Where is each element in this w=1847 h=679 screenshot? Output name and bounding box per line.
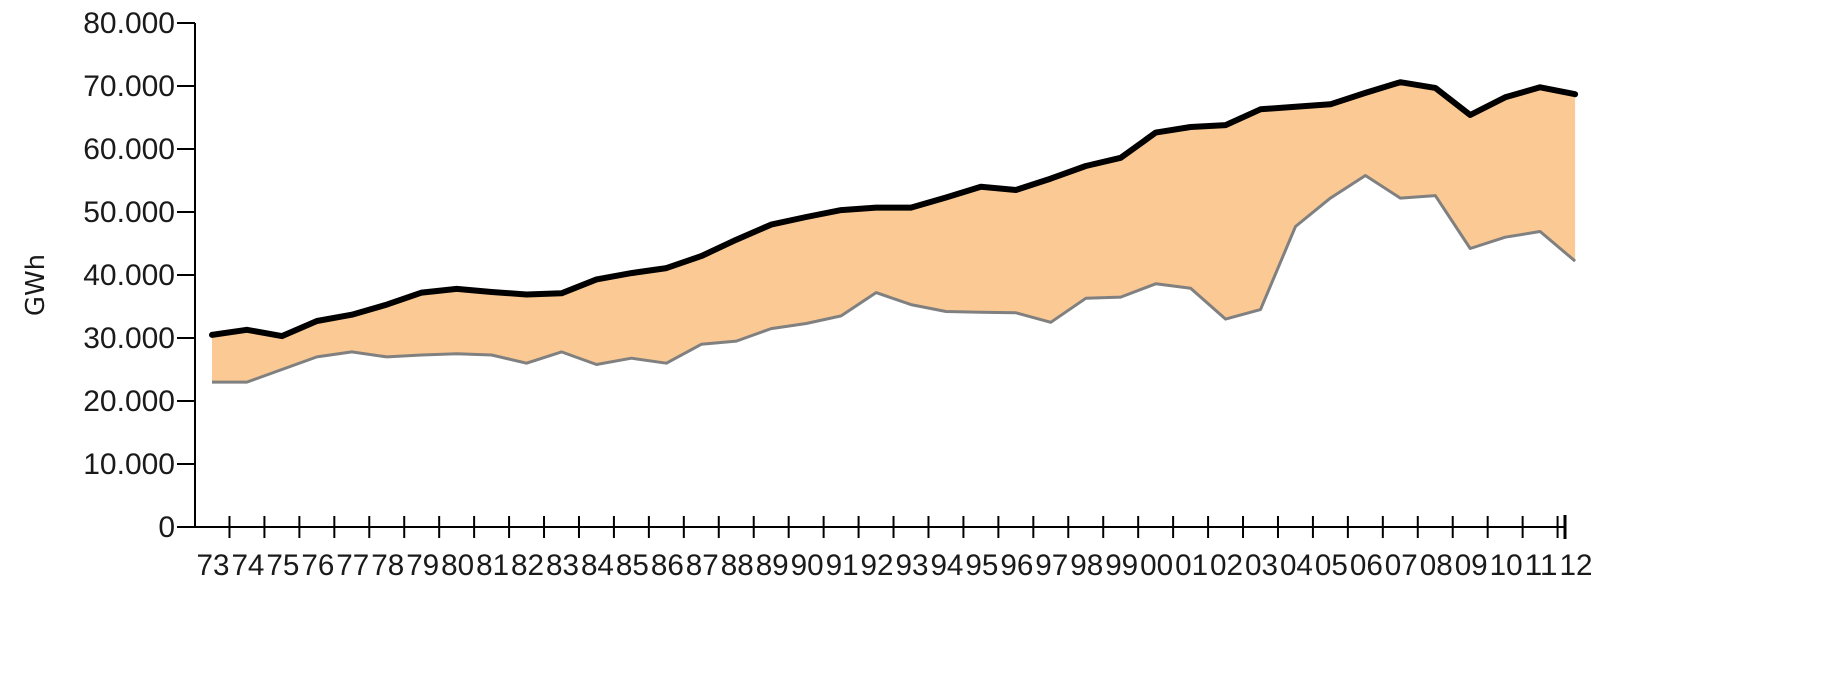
x-tick-label: 85 (616, 549, 649, 582)
x-tick-label: 99 (1105, 549, 1138, 582)
x-tick-label: 93 (896, 549, 929, 582)
x-tick-label: 97 (1035, 549, 1068, 582)
y-tick-label: 10.000 (83, 448, 175, 481)
y-tick-label: 80.000 (83, 7, 175, 40)
x-tick-label: 94 (930, 549, 963, 582)
x-tick-label: 74 (231, 549, 264, 582)
y-tick-label: 30.000 (83, 322, 175, 355)
x-tick-label: 81 (476, 549, 509, 582)
x-tick-label: 09 (1455, 549, 1488, 582)
lower-series-line (212, 174, 1577, 384)
x-tick-label: 89 (756, 549, 789, 582)
band-area (212, 82, 1576, 383)
x-tick-label: 05 (1315, 549, 1348, 582)
x-tick-label: 90 (791, 549, 824, 582)
x-tick-label: 00 (1140, 549, 1173, 582)
x-tick-label: 91 (826, 549, 859, 582)
x-tick-label: 88 (721, 549, 754, 582)
x-tick-label: 03 (1245, 549, 1278, 582)
y-axis: 0 10.000 20.000 30.000 40.000 50.000 60.000 70.… (83, 7, 196, 544)
x-tick-label: 75 (266, 549, 299, 582)
x-tick-label: 11 (1525, 549, 1558, 582)
y-tick-label: 0 (158, 511, 175, 544)
x-tick-label: 86 (651, 549, 684, 582)
x-tick-label: 04 (1280, 549, 1313, 582)
x-tick-label: 77 (336, 549, 369, 582)
x-tick-label: 73 (197, 549, 230, 582)
y-tick-label: 50.000 (83, 196, 175, 229)
x-tick-label: 80 (441, 549, 474, 582)
x-tick-label: 01 (1175, 549, 1208, 582)
x-tick-label: 84 (581, 549, 614, 582)
x-tick-label: 87 (686, 549, 719, 582)
x-tick-label: 08 (1420, 549, 1453, 582)
x-tick-label: 76 (301, 549, 334, 582)
y-tick-label: 40.000 (83, 259, 175, 292)
x-axis: 73 74 75 76 77 78 79 80 81 82 83 84 85 86 87 88 89 90 91 92… (195, 515, 1593, 582)
x-tick-label: 98 (1070, 549, 1103, 582)
x-tick-label: 10 (1490, 549, 1523, 582)
x-tick-label: 79 (406, 549, 439, 582)
x-tick-label: 12 (1560, 549, 1593, 582)
x-tick-label: 78 (371, 549, 404, 582)
x-tick-label: 82 (511, 549, 544, 582)
upper-series-line (209, 79, 1579, 340)
y-tick-label: 20.000 (83, 385, 175, 418)
x-tick-label: 06 (1350, 549, 1383, 582)
x-tick-label: 92 (861, 549, 894, 582)
y-tick-label: 60.000 (83, 133, 175, 166)
x-tick-label: 02 (1210, 549, 1243, 582)
x-tick-label: 95 (965, 549, 998, 582)
x-tick-label: 96 (1000, 549, 1033, 582)
x-tick-label: 83 (546, 549, 579, 582)
x-tick-label: 07 (1385, 549, 1418, 582)
y-axis-title: GWh (21, 254, 51, 316)
y-axis-label: GWh (21, 254, 51, 316)
y-tick-label: 70.000 (83, 70, 175, 103)
